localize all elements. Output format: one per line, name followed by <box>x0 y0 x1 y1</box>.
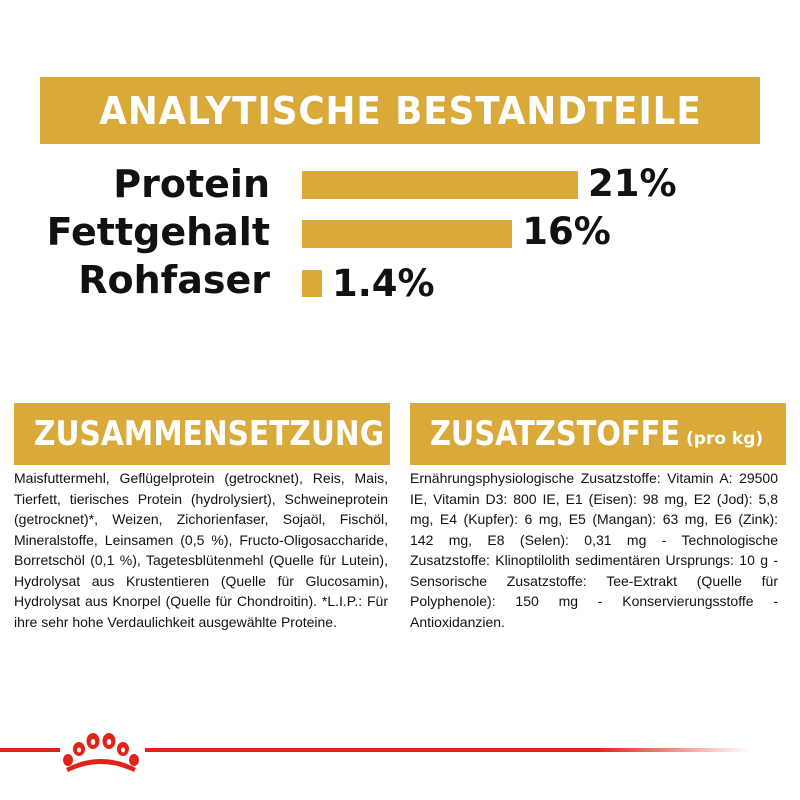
nutrient-label-rohfaser: Rohfaser <box>78 258 270 302</box>
nutrient-value-protein: 21% <box>588 162 677 205</box>
additives-text: Ernährungsphysiologische Zusatzstoffe: V… <box>410 470 778 630</box>
footer-line-left <box>0 748 60 752</box>
nutrient-label-fettgehalt: Fettgehalt <box>46 210 270 254</box>
nutrient-value-rohfaser: 1.4% <box>332 262 435 305</box>
nutrient-bar-fettgehalt <box>302 220 513 248</box>
additives-heading: ZUSATZSTOFFE <box>430 414 680 454</box>
nutrient-label-protein: Protein <box>113 162 270 206</box>
nutrient-bar-protein <box>302 171 578 199</box>
composition-text: Maisfuttermehl, Geflügelprotein (getrock… <box>14 470 388 630</box>
footer-line-right <box>145 748 750 752</box>
title-banner: ANALYTISCHE BESTANDTEILE <box>40 77 760 144</box>
additives-header: ZUSATZSTOFFE (pro kg) <box>410 403 786 465</box>
nutrient-value-fettgehalt: 16% <box>522 210 611 253</box>
royal-canin-crown-logo <box>63 733 139 772</box>
additives-heading-unit: (pro kg) <box>686 429 764 449</box>
composition-heading: ZUSAMMENSETZUNG <box>34 414 384 454</box>
page-title: ANALYTISCHE BESTANDTEILE <box>98 88 702 133</box>
composition-header: ZUSAMMENSETZUNG <box>14 403 390 465</box>
nutrient-bar-rohfaser <box>302 270 322 297</box>
